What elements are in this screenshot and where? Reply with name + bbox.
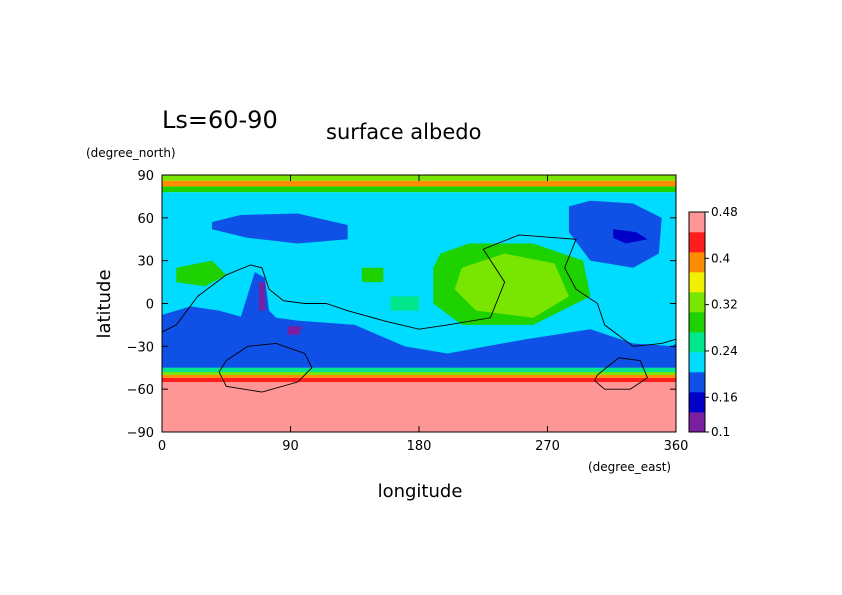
zonal-band: [162, 180, 676, 187]
colorbar-tick-label: 0.4: [711, 251, 730, 265]
y-tick-label: −90: [127, 426, 154, 441]
albedo-region: [390, 296, 419, 311]
topography-contour: [594, 357, 649, 390]
topography-contour: [218, 343, 313, 393]
zonal-band: [162, 367, 676, 373]
y-tick-label: −30: [127, 340, 154, 355]
x-axis: 0 90 180 270 360: [158, 175, 689, 454]
x-axis-label: longitude: [378, 481, 463, 502]
chart-title: surface albedo: [326, 120, 481, 144]
zonal-band: [162, 377, 676, 383]
topography-contour: [162, 234, 676, 347]
albedo-region: [454, 253, 569, 318]
albedo-region: [247, 217, 298, 240]
colorbar-swatch: [689, 332, 705, 353]
x-units-label: (degree_east): [588, 460, 671, 474]
colorbar-swatch: [689, 352, 705, 373]
colorbar-tick-label: 0.48: [711, 205, 738, 219]
y-axis-label: latitude: [94, 269, 115, 338]
colorbar-swatch: [689, 312, 705, 333]
colorbar-swatch: [689, 252, 705, 273]
zonal-band: [162, 382, 676, 432]
albedo-region: [287, 326, 302, 335]
x-tick-label: 270: [535, 439, 560, 454]
albedo-region: [613, 229, 648, 244]
x-tick-label: 0: [158, 439, 166, 454]
albedo-region: [361, 267, 384, 283]
zonal-band: [162, 372, 676, 375]
colorbar-swatch: [689, 292, 705, 313]
colorbar-swatch: [689, 412, 705, 433]
colorbar-swatch: [689, 232, 705, 253]
colorbar-swatch: [689, 212, 705, 233]
season-label: Ls=60-90: [162, 106, 278, 134]
albedo-region: [259, 282, 265, 311]
colorbar-tick-label: 0.1: [711, 425, 730, 439]
albedo-region: [176, 260, 227, 287]
y-tick-label: 90: [137, 169, 154, 184]
x-tick-label: 360: [664, 439, 689, 454]
albedo-region: [162, 272, 676, 368]
colorbar: 0.1 0.16 0.24 0.32 0.4 0.48: [688, 205, 738, 439]
x-tick-label: 180: [407, 439, 432, 454]
colorbar-tick-label: 0.24: [711, 344, 738, 358]
plot-area: [161, 174, 677, 433]
colorbar-tick-label: 0.32: [711, 298, 738, 312]
colorbar-frame: [688, 211, 706, 433]
colorbar-swatch: [689, 392, 705, 413]
x-tick-label: 90: [282, 439, 299, 454]
y-axis: 90 60 30 0 −30 −60 −90: [127, 169, 676, 441]
y-tick-label: 0: [146, 298, 154, 313]
zonal-band: [162, 186, 676, 193]
y-tick-label: 60: [137, 212, 154, 227]
y-units-label: (degree_north): [86, 146, 176, 160]
colorbar-swatch: [689, 272, 705, 293]
colorbar-swatch: [689, 372, 705, 393]
topography-contours: [162, 234, 676, 393]
colorbar-tick-label: 0.16: [711, 390, 738, 404]
y-tick-label: −60: [127, 383, 154, 398]
albedo-field: [162, 175, 676, 432]
y-tick-label: 30: [137, 255, 154, 270]
zonal-band: [162, 374, 676, 378]
